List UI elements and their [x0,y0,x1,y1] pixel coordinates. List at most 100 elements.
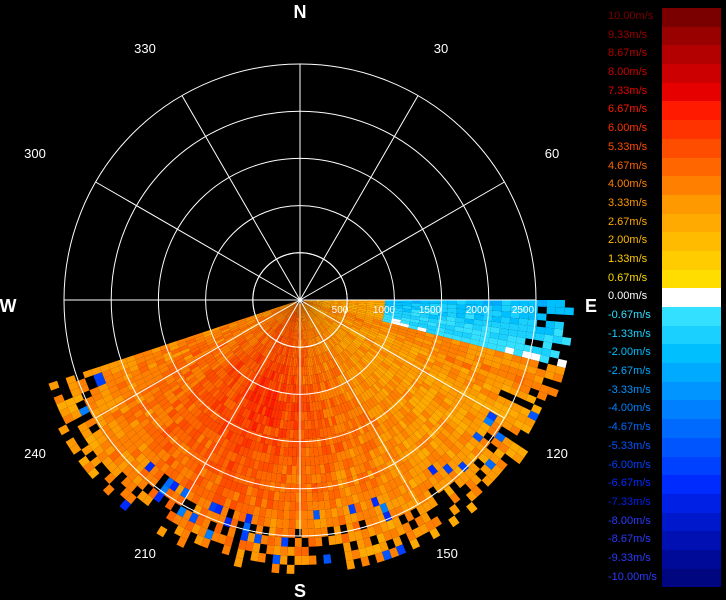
radar-cell [237,493,246,504]
radar-cell [314,316,321,324]
radar-cell [413,359,424,367]
radar-cell [407,398,418,408]
radar-cell [375,302,385,305]
radar-cell [204,480,214,491]
radar-cell [62,413,74,425]
radar-cell [264,388,270,398]
radar-cell [257,552,267,563]
radar-cell [300,322,302,331]
radar-cell [274,409,279,419]
radar-cell [313,519,321,529]
radar-cell [262,310,272,315]
colorbar-label: -4.67m/s [608,421,651,434]
radar-cell [316,314,324,321]
radar-cell [272,371,278,382]
radar-cell [379,502,389,514]
radar-cell [271,563,280,574]
radar-cell [214,402,223,412]
radar-cell [389,415,399,426]
radar-cell [271,308,280,313]
colorbar-swatch [662,26,721,46]
radar-cell [516,330,527,339]
radar-cell [298,313,300,322]
radar-cell [287,347,291,357]
radar-cell [228,379,237,389]
radar-cell [416,388,426,398]
radar-cell [340,326,350,333]
radar-cell [379,328,389,334]
radar-cell [260,498,268,509]
radar-cell [288,402,293,412]
radar-cell [352,323,362,329]
radar-cell [415,333,425,340]
radar-cell [129,433,141,444]
radar-cell [281,537,289,547]
radar-cell [267,535,276,546]
radar-cell [376,334,386,341]
radar-cell [315,374,320,384]
radar-cell [265,316,274,322]
radar-cell [416,504,427,516]
radar-cell [320,308,329,313]
azimuth-spoke [299,95,419,301]
radar-cell [492,300,502,306]
radar-cell [104,414,116,425]
radar-cell [308,320,312,329]
radar-cell [340,340,348,349]
radar-cell [185,490,196,502]
radar-cell [448,515,460,528]
radar-cell [387,394,396,404]
radar-cell [314,455,320,466]
radar-cell [333,346,341,355]
radar-cell [407,327,418,334]
radar-cell [370,327,380,333]
radar-cell [370,360,379,369]
radar-cell [317,325,324,334]
radar-cell [298,304,300,313]
radar-cell [432,338,443,345]
radar-cell [505,372,517,382]
radar-cell [353,426,362,437]
radar-cell [240,327,250,334]
radar-cell [329,388,335,398]
radar-cell [177,418,188,429]
radar-cell [303,384,306,394]
radar-cell [292,330,295,340]
radar-cell [321,418,327,428]
radar-cell [471,402,482,412]
radar-cell [358,347,367,355]
radar-cell [322,342,329,352]
radar-cell [405,436,416,447]
radar-cell [398,367,409,375]
radar-cell [228,341,238,348]
radar-cell [447,300,457,305]
radar-cell [171,399,182,409]
radar-cell [76,378,88,388]
radar-cell [376,494,386,506]
radar-cell [392,412,402,423]
radar-cell [225,399,234,409]
radar-cell [246,380,253,390]
radar-cell [337,395,344,405]
radar-cell [291,311,296,321]
radar-cell [554,321,565,330]
radar-cell [340,422,347,433]
radar-cell [507,335,517,343]
radar-cell [360,382,368,392]
radar-cell [205,407,215,417]
radar-cell [272,500,279,510]
radar-cell [290,302,298,309]
radar-cell [287,384,292,394]
radar-cell [459,341,470,349]
radar-cell [489,406,501,416]
radar-cell [337,442,345,452]
radar-cell [334,356,341,366]
radar-cell [294,555,302,565]
radar-cell [320,306,330,311]
radar-cell [387,367,397,376]
radar-cell [257,375,264,386]
radar-cell [347,531,357,542]
radar-cell [194,515,205,527]
radar-cell [99,363,111,373]
radar-cell [370,396,379,406]
